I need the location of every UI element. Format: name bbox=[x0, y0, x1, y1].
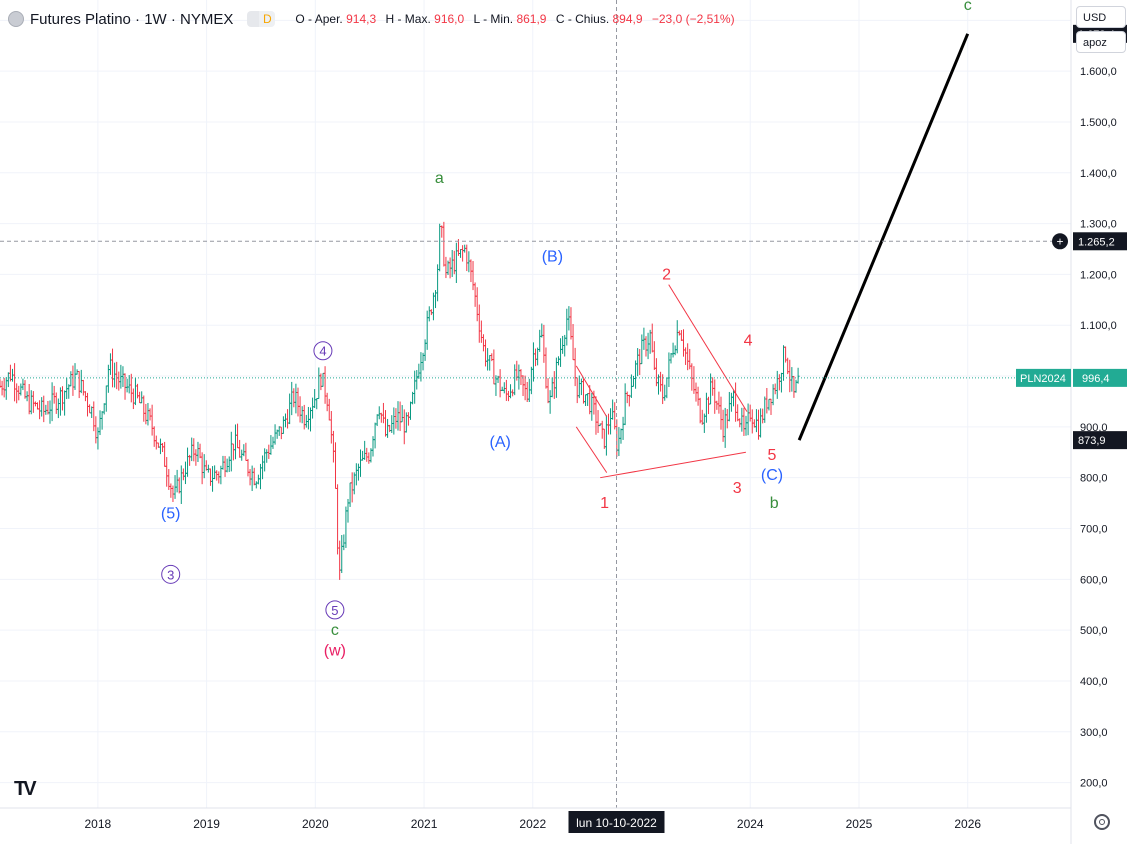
wave-label: (C) bbox=[761, 467, 783, 484]
wave-label: (w) bbox=[324, 643, 346, 660]
x-tick-label: 2022 bbox=[519, 817, 546, 831]
y-tick-label: 1.300,0 bbox=[1080, 219, 1117, 231]
wave-label: c bbox=[964, 0, 972, 14]
x-tick-label: 2021 bbox=[411, 817, 438, 831]
wave-label: 1 bbox=[600, 495, 609, 512]
high-label: H - Max. bbox=[385, 12, 431, 26]
wave-label: a bbox=[435, 170, 444, 187]
candles-layer bbox=[0, 221, 800, 580]
wave-label: 2 bbox=[662, 266, 671, 283]
x-tick-label: 2025 bbox=[846, 817, 873, 831]
wave-circle bbox=[161, 564, 181, 584]
y-tick-label: 1.200,0 bbox=[1080, 269, 1117, 281]
trendlines-layer bbox=[575, 33, 970, 479]
open-label: O - Aper. bbox=[295, 12, 343, 26]
wave-label: (5) bbox=[161, 505, 181, 522]
x-tick-label: 2019 bbox=[193, 817, 220, 831]
scale-controls: USD apoz bbox=[1076, 6, 1126, 56]
wave-label: 5 bbox=[768, 447, 777, 464]
wave-label: 4 bbox=[744, 333, 753, 350]
y-tick-label: 400,0 bbox=[1080, 676, 1108, 688]
crosshair-x-tag bbox=[568, 811, 665, 833]
wave-label: c bbox=[331, 622, 339, 639]
plus-icon: + bbox=[1056, 234, 1063, 248]
badge-spacer bbox=[247, 11, 260, 27]
x-tick-label: 2018 bbox=[85, 817, 112, 831]
open-value: 914,3 bbox=[346, 12, 377, 26]
trendline bbox=[600, 451, 746, 479]
trendline bbox=[668, 284, 748, 412]
symbol-tag bbox=[1016, 368, 1071, 387]
symbol-tag-label: PLN2024 bbox=[1020, 373, 1066, 385]
y-tick-label: 800,0 bbox=[1080, 473, 1108, 485]
x-tick-label: 2026 bbox=[954, 817, 981, 831]
last-price-tag bbox=[1073, 368, 1127, 387]
interval-badge[interactable]: D bbox=[247, 11, 276, 27]
currency-button[interactable]: USD bbox=[1076, 6, 1126, 28]
wave-label: (A) bbox=[489, 434, 510, 451]
y-tick-label: 500,0 bbox=[1080, 625, 1108, 637]
y-tick-label: 1.500,0 bbox=[1080, 117, 1117, 129]
x-tick-label: 2020 bbox=[302, 817, 329, 831]
settings-gear-icon[interactable] bbox=[1094, 814, 1110, 830]
ohlc-readout: O - Aper. 914,3 H - Max. 916,0 L - Min. … bbox=[295, 12, 734, 26]
low-label: L - Min. bbox=[473, 12, 514, 26]
y-tick-label: 700,0 bbox=[1080, 524, 1108, 536]
tradingview-logo[interactable]: TV bbox=[14, 778, 36, 800]
y-tick-label: 1.100,0 bbox=[1080, 320, 1117, 332]
close-value: 894,9 bbox=[612, 12, 643, 26]
wave-label: 3 bbox=[733, 480, 742, 497]
wave-label: 5 bbox=[331, 603, 338, 618]
x-tick-label: 2024 bbox=[737, 817, 764, 831]
symbol-icon bbox=[8, 11, 24, 27]
high-value: 916,0 bbox=[434, 12, 465, 26]
wave-circle bbox=[313, 341, 333, 361]
y-tick-label: 600,0 bbox=[1080, 574, 1108, 586]
symbol-title[interactable]: Futures Platino · 1W · NYMEX bbox=[30, 10, 234, 28]
wave-circle bbox=[325, 600, 345, 620]
crosshair-y-tag bbox=[1073, 232, 1127, 251]
close-label: C - Chius. bbox=[555, 12, 610, 26]
y-tick-label: 1.600,0 bbox=[1080, 66, 1117, 78]
trendline bbox=[797, 33, 970, 441]
y-tick-label: 1.400,0 bbox=[1080, 168, 1117, 180]
wave-label: b bbox=[770, 495, 779, 512]
chart-grid bbox=[0, 0, 1071, 808]
wave-label: (B) bbox=[542, 249, 563, 266]
low-value: 861,9 bbox=[516, 12, 547, 26]
wave-label: 4 bbox=[319, 344, 326, 359]
crosshair-add-icon bbox=[1052, 233, 1068, 250]
crosshair-x-label: lun 10-10-2022 bbox=[576, 816, 657, 830]
price-tag-label: 873,9 bbox=[1078, 435, 1106, 447]
interval-badge-label: D bbox=[259, 11, 276, 27]
y-tick-label: 200,0 bbox=[1080, 778, 1108, 790]
last-price-label: 996,4 bbox=[1082, 373, 1110, 385]
trendline bbox=[575, 426, 608, 473]
y-tick-label: 900,0 bbox=[1080, 422, 1108, 434]
change-value: −23,0 (−2,51%) bbox=[651, 12, 735, 26]
price-tag bbox=[1073, 431, 1127, 450]
wave-label: 3 bbox=[167, 567, 174, 582]
trendline bbox=[575, 365, 608, 417]
chart-header: Futures Platino · 1W · NYMEX D O - Aper.… bbox=[8, 8, 735, 30]
crosshair-y-label: 1.265,2 bbox=[1078, 236, 1115, 248]
y-tick-label: 300,0 bbox=[1080, 727, 1108, 739]
scale-mode-button[interactable]: apoz bbox=[1076, 31, 1126, 53]
